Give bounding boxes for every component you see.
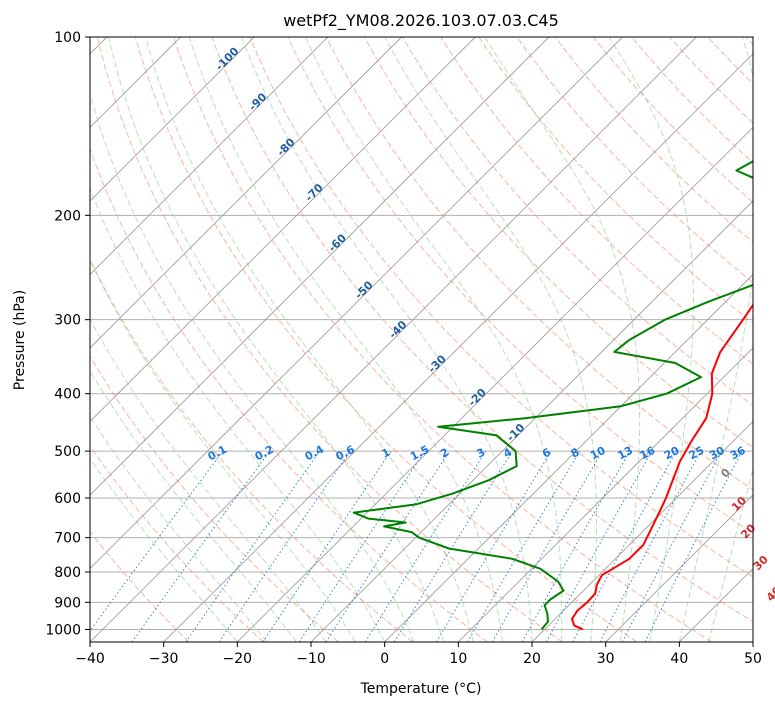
isotherm-line bbox=[90, 37, 255, 202]
moist-adiabat-line bbox=[678, 37, 753, 642]
mixing-ratio-label: 10 bbox=[588, 444, 608, 463]
mixing-ratio-line bbox=[90, 450, 224, 632]
isotherm-line bbox=[90, 37, 329, 276]
mixing-ratio-label: 20 bbox=[662, 444, 682, 463]
dry-adiabat-line bbox=[90, 355, 339, 642]
y-tick-label: 1000 bbox=[45, 622, 81, 638]
isotherm-line bbox=[90, 37, 623, 570]
x-tick-label: 50 bbox=[744, 651, 762, 667]
x-tick-label: 40 bbox=[670, 651, 688, 667]
mixing-ratio-line bbox=[545, 450, 653, 642]
chart-title: wetPf2_YM08.2026.103.07.03.C45 bbox=[283, 11, 559, 31]
grid-layer bbox=[90, 37, 753, 642]
mixing-ratio-line bbox=[572, 450, 677, 642]
dewpoint-line bbox=[352, 160, 753, 631]
y-tick-label: 500 bbox=[54, 444, 81, 460]
dry-adiabat-line bbox=[173, 37, 712, 642]
mixing-ratio-line bbox=[298, 450, 426, 642]
isotherm-line bbox=[90, 37, 697, 642]
y-tick-label: 900 bbox=[54, 595, 81, 611]
isotherm-line bbox=[531, 420, 753, 642]
moist-adiabat-line bbox=[484, 37, 641, 642]
x-tick-label: −30 bbox=[149, 651, 179, 667]
x-tick-label: 30 bbox=[597, 651, 615, 667]
mixing-ratio-line bbox=[185, 450, 321, 642]
y-tick-label: 300 bbox=[54, 313, 81, 329]
isotherm-line bbox=[90, 37, 402, 349]
moist-adiabat-line bbox=[384, 37, 597, 642]
mixing-ratio-line bbox=[131, 450, 271, 642]
theta-label: 40 bbox=[764, 584, 775, 604]
isotherm-line bbox=[90, 37, 550, 496]
axis-ticks: −40 −30 −20 −10 0 10 20 30 40 50 100 200 300 400 500 60… bbox=[45, 30, 762, 667]
mixing-ratio-line bbox=[325, 450, 451, 642]
mixing-ratio-line bbox=[262, 450, 392, 642]
mixing-ratio-line bbox=[218, 450, 351, 642]
y-tick-label: 600 bbox=[54, 491, 81, 507]
dry-adiabat-line bbox=[287, 37, 753, 534]
dry-adiabat-line bbox=[90, 445, 264, 642]
y-tick-label: 400 bbox=[54, 387, 81, 403]
x-tick-label: −20 bbox=[223, 651, 253, 667]
x-tick-label: −10 bbox=[296, 651, 326, 667]
moist-adiabat-line bbox=[108, 37, 445, 642]
moist-adiabat-line bbox=[241, 37, 533, 642]
moist-adiabat-line bbox=[90, 415, 268, 642]
moist-adiabat-line bbox=[90, 369, 297, 642]
isotherm-line bbox=[605, 494, 753, 642]
mixing-ratio-line bbox=[393, 450, 513, 642]
isotherm-line bbox=[236, 126, 753, 642]
series-layer bbox=[352, 160, 753, 631]
mixing-ratio-label: 16 bbox=[638, 444, 658, 463]
mixing-ratio-line bbox=[644, 450, 743, 642]
dry-adiabat-line bbox=[325, 37, 753, 491]
moist-adiabat-line bbox=[305, 37, 563, 642]
mixing-ratio-label: 36 bbox=[728, 444, 748, 463]
dry-adiabat-line bbox=[134, 37, 638, 642]
x-tick-label: 20 bbox=[523, 651, 541, 667]
moist-adiabat-line bbox=[90, 259, 356, 642]
y-tick-label: 200 bbox=[54, 208, 81, 224]
dry-adiabat-line bbox=[90, 530, 190, 642]
y-axis-label: Pressure (hPa) bbox=[12, 290, 28, 390]
x-tick-label: −40 bbox=[75, 651, 105, 667]
x-axis-label: Temperature (°C) bbox=[360, 681, 482, 697]
isotherm-line bbox=[90, 37, 476, 423]
moist-adiabat-line bbox=[90, 92, 415, 642]
mixing-ratio-label: 30 bbox=[707, 444, 727, 463]
plot-background bbox=[90, 37, 753, 642]
temperature-line bbox=[571, 303, 753, 631]
x-tick-label: 0 bbox=[380, 651, 389, 667]
mixing-ratio-label: 25 bbox=[687, 444, 707, 463]
dry-adiabat-line bbox=[478, 37, 753, 324]
mixing-ratio-line bbox=[364, 450, 487, 642]
dry-adiabat-line bbox=[90, 147, 488, 642]
dry-adiabat-line bbox=[363, 37, 753, 448]
isotherm-line bbox=[384, 273, 753, 642]
dry-adiabat-line bbox=[440, 37, 753, 365]
moist-adiabat-line bbox=[90, 457, 238, 642]
moist-adiabat-line bbox=[90, 187, 386, 642]
y-tick-label: 800 bbox=[54, 565, 81, 581]
mixing-ratio-label: 13 bbox=[615, 444, 635, 463]
mixing-ratio-line bbox=[521, 450, 631, 642]
isotherm-line bbox=[163, 53, 753, 642]
y-tick-label: 700 bbox=[54, 531, 81, 547]
moist-adiabat-line bbox=[608, 37, 695, 642]
plot-frame bbox=[89, 36, 754, 643]
moist-adiabat-line bbox=[145, 37, 474, 642]
x-tick-label: 10 bbox=[449, 651, 467, 667]
y-tick-label: 100 bbox=[54, 30, 81, 46]
dry-adiabat-line bbox=[96, 37, 563, 642]
